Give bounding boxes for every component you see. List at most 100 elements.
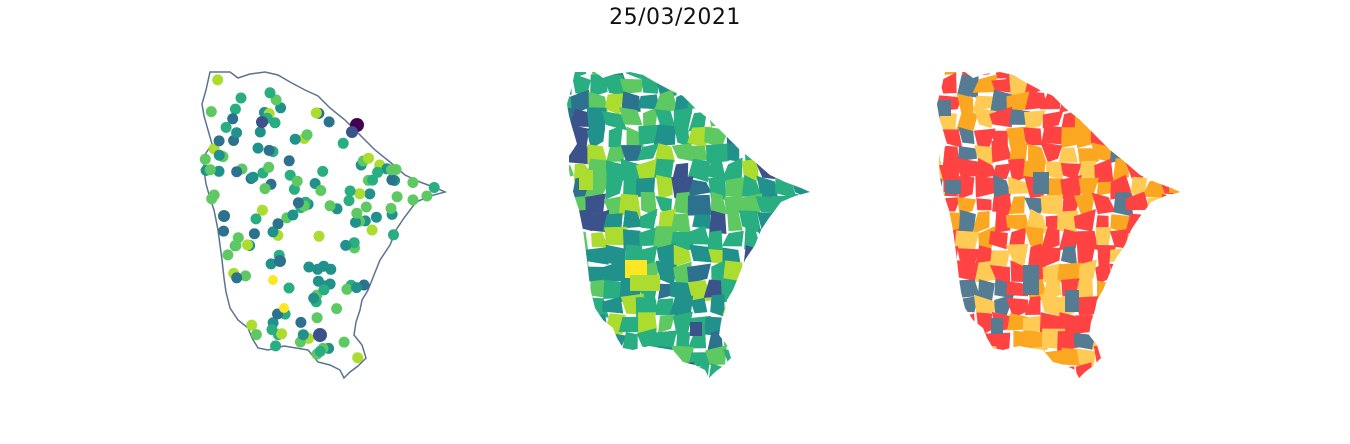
- data-point: [246, 319, 258, 331]
- municipality-region: [567, 328, 573, 348]
- municipality-region: [1078, 259, 1097, 283]
- municipality-region: [641, 72, 659, 94]
- municipality-region: [705, 72, 729, 96]
- municipality-region: [989, 381, 1009, 390]
- municipality-region: [586, 129, 605, 149]
- municipality-region: [937, 158, 944, 183]
- municipality-region: [937, 210, 944, 230]
- municipality-region: [1143, 158, 1166, 181]
- municipality-region: [1023, 72, 1043, 81]
- municipality-region: [737, 127, 758, 148]
- municipality-region: [1176, 316, 1180, 335]
- municipality-region: [1196, 363, 1216, 384]
- municipality-region: [957, 146, 977, 162]
- municipality-region: [831, 210, 848, 234]
- municipality-region: [567, 93, 574, 111]
- data-point: [346, 126, 358, 138]
- data-point: [301, 129, 313, 141]
- municipality-region: [707, 230, 723, 252]
- municipality-region: [956, 313, 976, 335]
- municipality-region: [1091, 90, 1111, 113]
- municipality-region: [1163, 281, 1180, 303]
- municipality-region: [1041, 363, 1062, 378]
- municipality-region: [1129, 379, 1149, 390]
- municipality-region: [1193, 381, 1214, 390]
- municipality-region: [772, 310, 796, 337]
- municipality-region: [674, 126, 690, 147]
- data-point: [272, 218, 284, 230]
- municipality-region: [1195, 334, 1217, 350]
- municipality-region: [1169, 185, 1180, 193]
- municipality-region: [1199, 92, 1215, 111]
- municipality-region: [758, 228, 780, 250]
- data-point: [231, 166, 243, 178]
- municipality-region: [1097, 385, 1114, 390]
- municipality-region: [654, 109, 676, 127]
- municipality-region: [1059, 366, 1076, 378]
- municipality-region: [807, 209, 810, 234]
- data-point: [256, 116, 268, 128]
- municipality-region: [989, 332, 1011, 352]
- municipality-region: [1199, 280, 1212, 298]
- municipality-region: [773, 141, 796, 162]
- municipality-region: [807, 125, 810, 150]
- municipality-region: [721, 310, 746, 333]
- municipality-region: [809, 243, 810, 263]
- municipality-region: [567, 72, 576, 80]
- municipality-region: [937, 146, 940, 162]
- municipality-region: [1161, 144, 1180, 162]
- data-point: [348, 237, 360, 249]
- municipality-region: [1175, 347, 1180, 368]
- municipality-region: [789, 243, 810, 267]
- municipality-region: [1095, 215, 1109, 230]
- municipality-region: [567, 242, 575, 263]
- municipality-region: [625, 260, 647, 278]
- municipality-region: [726, 77, 747, 97]
- municipality-region: [573, 334, 591, 353]
- municipality-region: [989, 106, 1013, 128]
- municipality-region: [956, 93, 974, 115]
- municipality-region: [1183, 60, 1197, 80]
- municipality-region: [725, 176, 746, 197]
- data-point: [314, 345, 326, 357]
- municipality-region: [790, 141, 810, 165]
- municipality-region: [772, 282, 795, 299]
- municipality-region: [652, 72, 674, 80]
- municipality-region: [1161, 311, 1180, 336]
- municipality-region: [1148, 383, 1166, 390]
- municipality-region: [1159, 295, 1180, 316]
- municipality-region: [945, 180, 961, 194]
- municipality-region: [991, 318, 1003, 334]
- data-point: [297, 329, 309, 341]
- data-point: [218, 210, 230, 222]
- municipality-region: [567, 125, 573, 145]
- municipality-region: [625, 72, 642, 80]
- municipality-region: [937, 282, 943, 298]
- data-point: [385, 164, 397, 176]
- municipality-region: [586, 380, 605, 390]
- municipality-region: [937, 125, 944, 148]
- points-map-panel: [190, 60, 490, 390]
- data-point: [268, 275, 278, 285]
- municipality-region: [757, 78, 780, 96]
- municipality-region: [824, 196, 843, 216]
- municipality-region: [705, 72, 729, 74]
- municipality-region: [1113, 379, 1129, 390]
- data-point: [204, 164, 216, 176]
- municipality-region: [925, 379, 940, 390]
- municipality-region: [619, 78, 645, 94]
- municipality-region: [1129, 127, 1145, 143]
- municipality-region: [811, 333, 828, 353]
- data-point: [231, 272, 243, 284]
- municipality-region: [806, 311, 810, 333]
- municipality-region: [991, 140, 1012, 163]
- municipality-region: [1142, 295, 1167, 319]
- municipality-region: [690, 297, 708, 314]
- municipality-region: [1124, 262, 1149, 282]
- municipality-region: [760, 126, 779, 149]
- municipality-region: [1023, 127, 1043, 146]
- municipality-region: [795, 365, 810, 378]
- municipality-region: [772, 72, 791, 78]
- municipality-region: [958, 209, 976, 234]
- data-point: [366, 224, 378, 236]
